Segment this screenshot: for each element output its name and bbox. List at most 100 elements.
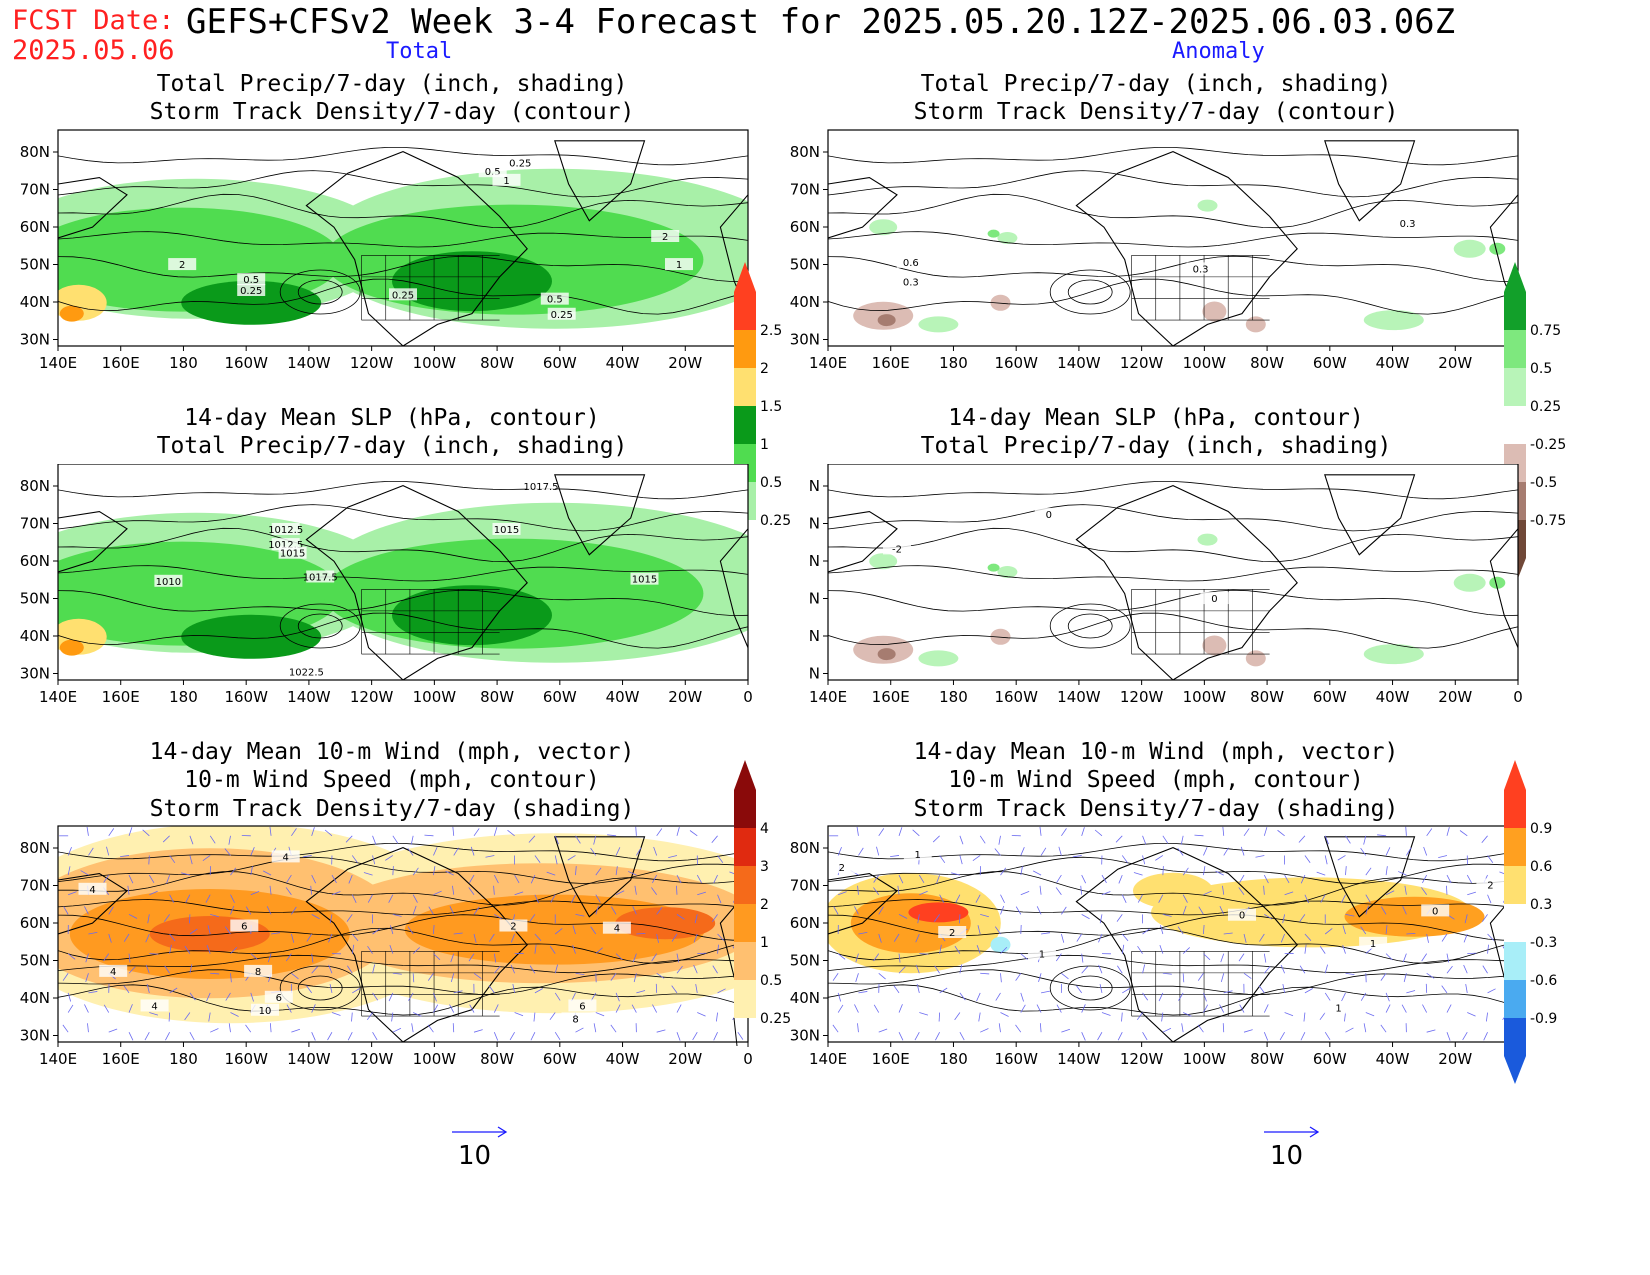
colorbar-label: -0.75 [1530, 513, 1566, 529]
lat-tick-label: 60N [20, 914, 50, 932]
lat-tick-label: 40N [790, 989, 820, 1007]
wind-vector [737, 1031, 744, 1040]
wind-vector [302, 855, 312, 858]
wind-vector [1055, 887, 1062, 895]
wind-vector [918, 874, 925, 884]
wind-vector [1284, 891, 1294, 896]
lat-tick-label: 50N [790, 256, 820, 274]
wind-vector [855, 953, 859, 963]
wind-vector [1466, 874, 1472, 884]
wind-vector [876, 846, 880, 856]
contour-label: 6 [241, 922, 247, 933]
colorbar-label: 0.3 [1530, 897, 1552, 913]
wind-vector [1341, 894, 1346, 903]
colorbar-segment [1504, 942, 1526, 980]
wind-vector [128, 827, 133, 836]
coastline-asia [58, 872, 128, 935]
lon-tick-label: 20W [668, 354, 702, 372]
wind-vector [936, 874, 940, 884]
wind-vector [530, 1032, 536, 1041]
wind-vector [205, 894, 211, 903]
wind-reference-label-right: 10 [1270, 1141, 1303, 1170]
wind-vector [1076, 985, 1083, 994]
wind-vector [550, 894, 556, 903]
wind-vector [1056, 874, 1062, 883]
lat-tick-label: 80N [20, 143, 50, 161]
lon-tick-label: 140E [810, 688, 847, 706]
wind-vector [972, 855, 981, 861]
wind-vector [1299, 914, 1306, 922]
wind-vector [1020, 847, 1025, 856]
precip-anomaly-wet [1363, 644, 1424, 665]
wind-vector [1121, 855, 1128, 864]
wind-vector [169, 894, 175, 903]
contour-label-bg [251, 1003, 279, 1016]
wind-vector [372, 855, 376, 865]
wind-vector [1020, 1004, 1026, 1013]
wind-vector [169, 855, 176, 864]
wind-vector [433, 847, 438, 856]
contour-label: 8 [572, 1014, 578, 1025]
wind-vector [1319, 945, 1326, 954]
wind-vector [493, 953, 497, 963]
wind-vector [1000, 905, 1005, 915]
contour-label: 2 [949, 928, 955, 939]
wind-vector [306, 933, 313, 942]
colorbar-segment [734, 904, 756, 942]
contour-label-bg [264, 990, 293, 1003]
colorbar-segment [734, 406, 756, 444]
wind-vector [367, 945, 373, 954]
wind-vector [893, 933, 900, 942]
lon-tick-label: 160E [102, 1050, 140, 1068]
coastline-north-america [305, 485, 528, 680]
wind-vector [995, 992, 1001, 1001]
wind-vector [391, 1012, 394, 1022]
colorbar-track-anomaly: 0.9 0.6 0.3 -0.3 -0.6 -0.9 [1504, 760, 1557, 1084]
colorbar-label: 4 [760, 821, 769, 837]
wind-vector [1259, 933, 1265, 942]
wind-vector [184, 945, 191, 954]
lat-tick-label: 70N [20, 515, 50, 533]
wind-vector [1487, 894, 1492, 904]
wind-vector [890, 855, 900, 858]
lat-tick-label: 40N [20, 293, 50, 311]
coastline-asia [828, 872, 898, 935]
contour-label-bg [140, 999, 169, 1012]
wind-vector [1324, 855, 1328, 865]
wind-vector [1222, 826, 1225, 836]
colorbar-top-arrow [1504, 760, 1526, 790]
lon-tick-label: 60W [543, 354, 577, 372]
wind-vector [427, 973, 434, 981]
lon-tick-label: 100W [1183, 688, 1227, 706]
lat-tick-label: 70N [790, 877, 820, 895]
map-background [828, 464, 1518, 680]
lat-tick-label: 60N [790, 218, 820, 236]
wind-vector [1223, 847, 1229, 856]
page-title: GEFS+CFSv2 Week 3-4 Forecast for 2025.05… [186, 2, 1456, 42]
wind-vector [348, 874, 353, 884]
wind-vector [1463, 933, 1468, 943]
wind-vector [230, 1012, 239, 1017]
precip-anomaly-dry-strong [877, 648, 896, 661]
wind-vector [1203, 1004, 1209, 1013]
wind-vector [1319, 1012, 1326, 1021]
wind-vector [493, 827, 498, 836]
lon-tick-label: 40W [1376, 1050, 1410, 1068]
wind-vector [998, 1023, 1001, 1033]
wind-vector [149, 890, 158, 896]
wind-vector [189, 855, 193, 865]
wind-vector [979, 835, 986, 844]
wind-vector [285, 953, 292, 962]
contour-line [828, 231, 1518, 248]
wind-vector [351, 933, 359, 942]
wind-vector [1363, 1023, 1367, 1033]
wind-vector [1263, 874, 1269, 884]
contour-label-bg [896, 275, 925, 288]
lat-tick-label: 60N [20, 218, 50, 236]
colorbar-label: 3 [760, 859, 769, 875]
wind-vector [470, 846, 475, 856]
wind-vector [86, 826, 89, 836]
wind-vector [554, 1031, 561, 1040]
lat-tick-label: 80N [790, 839, 820, 857]
colorbar-track-total: 4 3 2 1 0.5 0.25 [733, 760, 791, 1047]
